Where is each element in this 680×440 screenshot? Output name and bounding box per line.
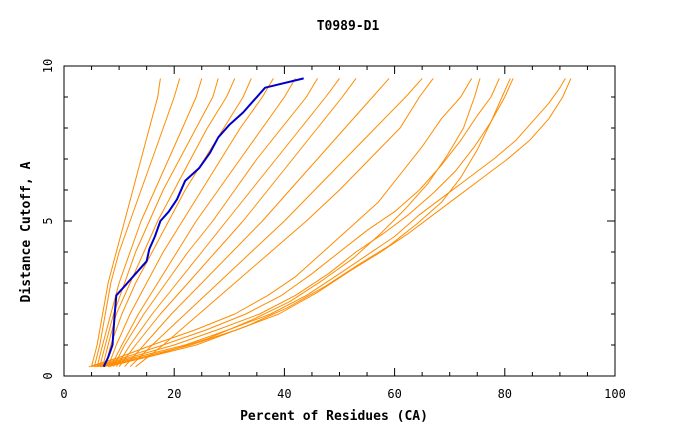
y-axis-label: Distance Cutoff, A — [19, 161, 34, 302]
series-line-13 — [129, 78, 423, 368]
y-tick-label: 5 — [41, 217, 55, 224]
plot-frame — [63, 65, 616, 377]
series-line-9 — [113, 78, 318, 367]
x-tick-label: 60 — [387, 387, 401, 401]
series-line-14 — [135, 78, 434, 368]
series-line-10 — [115, 78, 340, 367]
x-axis-label: Percent of Residues (CA) — [240, 409, 428, 424]
x-tick-label: 80 — [498, 387, 512, 401]
x-axis: 0 20 40 60 80 100 — [60, 66, 626, 401]
series-line-21 — [107, 78, 481, 368]
series-line-3 — [96, 78, 203, 367]
series-line-8 — [110, 78, 296, 367]
x-tick-label: 40 — [277, 387, 291, 401]
series-line-4 — [99, 78, 219, 367]
series-layer — [88, 77, 572, 368]
series-line-12 — [124, 78, 390, 368]
series-line-19 — [99, 78, 572, 368]
chart-title: T0989-D1 — [317, 19, 380, 34]
y-tick-label: 0 — [41, 372, 55, 379]
series-line-7 — [107, 78, 274, 367]
x-tick-label: 20 — [167, 387, 181, 401]
series-line-5 — [102, 78, 236, 367]
y-tick-label: 10 — [41, 59, 55, 73]
x-tick-label: 0 — [60, 387, 67, 401]
series-line-15 — [88, 78, 473, 368]
y-axis: 0 5 10 — [41, 59, 615, 380]
series-line-highlight — [102, 77, 304, 368]
series-line-16 — [91, 78, 500, 368]
series-line-20 — [102, 78, 511, 368]
x-tick-label: 100 — [604, 387, 626, 401]
series-line-2 — [93, 78, 181, 367]
series-line-11 — [118, 78, 357, 368]
series-line-6 — [104, 78, 252, 367]
series-line-1 — [91, 78, 161, 367]
